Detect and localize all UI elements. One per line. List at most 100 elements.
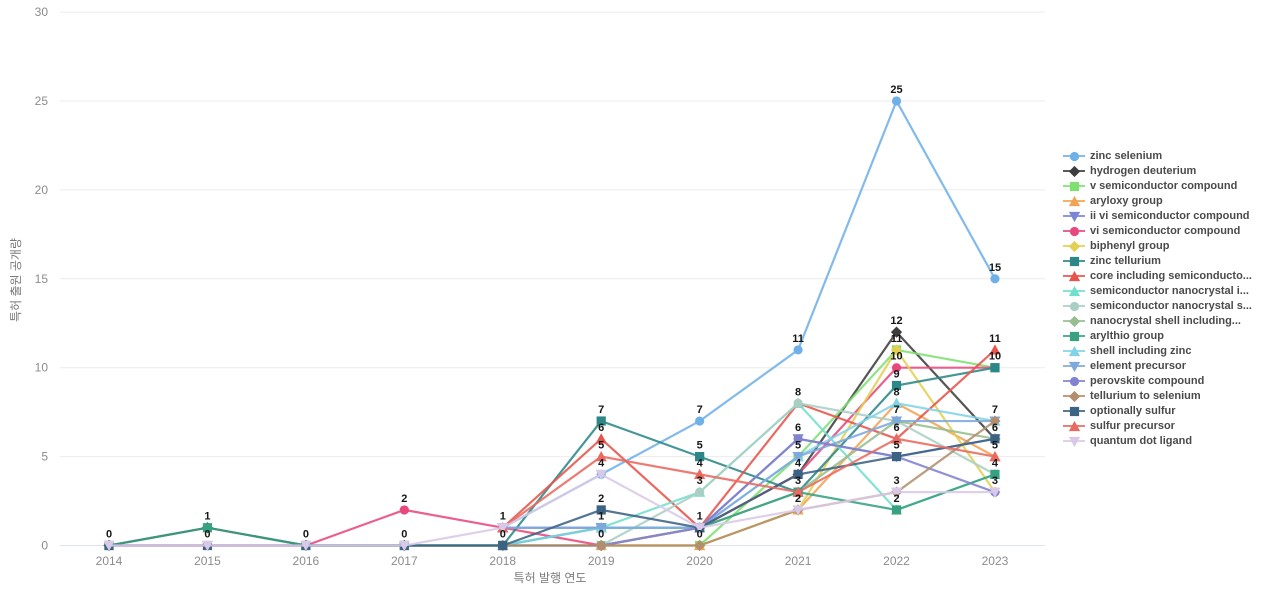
data-point-marker[interactable] [497,523,509,534]
x-tick-label: 2016 [293,554,320,568]
data-point-marker[interactable] [103,540,115,552]
point-value-label: 0 [303,529,309,541]
data-point-marker[interactable] [989,344,1001,355]
data-point-marker[interactable] [793,398,803,408]
data-point-marker[interactable] [891,452,902,462]
data-point-marker[interactable] [694,523,706,534]
data-point-marker[interactable] [694,468,706,479]
data-point-marker [1069,436,1080,447]
data-point-marker[interactable] [399,505,409,515]
legend-item-tellurium-to-selenium[interactable]: tellurium to selenium [1063,388,1278,403]
point-value-label: 11 [989,333,1001,345]
data-point-marker[interactable] [792,452,804,463]
data-point-marker [1069,226,1080,236]
legend-item-perovskite-compound[interactable]: perovskite compound [1063,373,1278,388]
y-axis-title: 특허 출원 공개량 [9,238,23,322]
series-line[interactable] [501,366,996,547]
data-point-marker[interactable] [990,469,1000,479]
series-line[interactable] [502,420,996,547]
data-point-marker[interactable] [695,416,705,426]
series-line[interactable] [108,330,996,547]
data-point-marker[interactable] [990,274,1000,284]
data-point-marker[interactable] [595,523,607,534]
data-point-marker[interactable] [300,540,312,552]
legend-item-vi-semiconductor-compound[interactable]: vi semiconductor compound [1063,223,1278,238]
data-point-marker[interactable] [792,505,804,516]
data-point-marker[interactable] [891,505,902,515]
series-line[interactable] [109,473,995,547]
x-tick-label: 2020 [686,554,713,568]
legend-marker-icon [1063,345,1085,356]
data-point-marker[interactable] [695,487,705,497]
data-point-marker[interactable] [596,416,606,426]
legend-item-core-including-semiconducto[interactable]: core including semiconducto... [1063,268,1278,283]
data-point-marker[interactable] [890,433,903,444]
data-point-marker [1069,406,1080,416]
series-line[interactable] [502,419,995,529]
legend-item-sulfur-precursor[interactable]: sulfur precursor [1063,418,1278,433]
x-tick-label: 2014 [96,554,123,568]
point-value-label: 3 [893,475,899,487]
data-point-marker[interactable] [793,469,803,479]
data-point-marker[interactable] [890,344,903,356]
point-value-label: 9 [893,368,899,380]
legend-item-zinc-selenium[interactable]: zinc selenium [1063,148,1278,163]
data-point-marker [1069,376,1080,386]
legend-item-nanocrystal-shell-including[interactable]: nanocrystal shell including... [1063,313,1278,328]
data-point-marker[interactable] [498,540,508,551]
data-point-marker[interactable] [595,451,607,462]
data-point-marker[interactable] [890,487,903,498]
series-layer [103,96,1001,552]
legend-item-element-precursor[interactable]: element precursor [1063,358,1278,373]
data-point-marker[interactable] [891,363,902,373]
legend-item-shell-including-zinc[interactable]: shell including zinc [1063,343,1278,358]
y-tick-label: 30 [35,5,49,19]
legend-item-quantum-dot-ligand[interactable]: quantum dot ligand [1063,433,1278,448]
point-value-label: 11 [792,333,804,345]
series-line[interactable] [502,437,996,529]
data-point-marker[interactable] [890,326,903,338]
legend-item-optionally-sulfur[interactable]: optionally sulfur [1063,403,1278,418]
data-point-marker[interactable] [694,539,706,552]
data-point-marker[interactable] [793,434,803,444]
point-value-label: 2 [401,493,407,505]
legend-item-biphenyl-group[interactable]: biphenyl group [1063,238,1278,253]
data-point-marker[interactable] [989,451,1001,462]
legend-marker-icon [1063,285,1085,296]
legend-item-semiconductor-nanocrystal-i[interactable]: semiconductor nanocrystal i... [1063,283,1278,298]
legend-item-v-semiconductor-compound[interactable]: v semiconductor compound [1063,178,1278,193]
legend-item-hydrogen-deuterium[interactable]: hydrogen deuterium [1063,163,1278,178]
legend-item-semiconductor-nanocrystal-s[interactable]: semiconductor nanocrystal s... [1063,298,1278,313]
data-point-marker[interactable] [595,433,607,444]
data-point-marker[interactable] [891,96,902,106]
data-point-marker[interactable] [398,540,410,552]
data-point-marker[interactable] [990,434,1000,444]
legend-item-ii-vi-semiconductor-compound[interactable]: ii vi semiconductor compound [1063,208,1278,223]
data-point-marker [1069,361,1080,372]
legend-item-aryloxy-group[interactable]: aryloxy group [1063,193,1278,208]
data-point-marker[interactable] [595,539,607,552]
data-point-marker[interactable] [595,469,607,480]
data-point-marker[interactable] [695,452,705,462]
data-point-marker[interactable] [890,397,903,408]
data-point-marker[interactable] [202,523,213,533]
legend-label: element precursor [1090,359,1186,372]
data-point-marker[interactable] [201,540,214,552]
data-point-marker [1069,390,1080,402]
series-line[interactable] [108,473,996,547]
data-point-marker [1069,165,1080,177]
data-point-marker[interactable] [890,416,903,427]
series-line[interactable] [502,98,996,529]
legend-item-arylthio-group[interactable]: arylthio group [1063,328,1278,343]
data-point-marker[interactable] [990,363,1000,373]
data-point-marker[interactable] [891,380,902,391]
point-value-label: 11 [891,333,903,345]
legend-item-zinc-tellurium[interactable]: zinc tellurium [1063,253,1278,268]
data-point-marker[interactable] [792,486,804,497]
data-point-marker[interactable] [596,505,606,515]
data-point-marker[interactable] [989,487,1001,498]
legend-label: core including semiconducto... [1090,269,1252,282]
data-point-marker[interactable] [989,415,1001,427]
data-point-marker[interactable] [793,345,803,355]
